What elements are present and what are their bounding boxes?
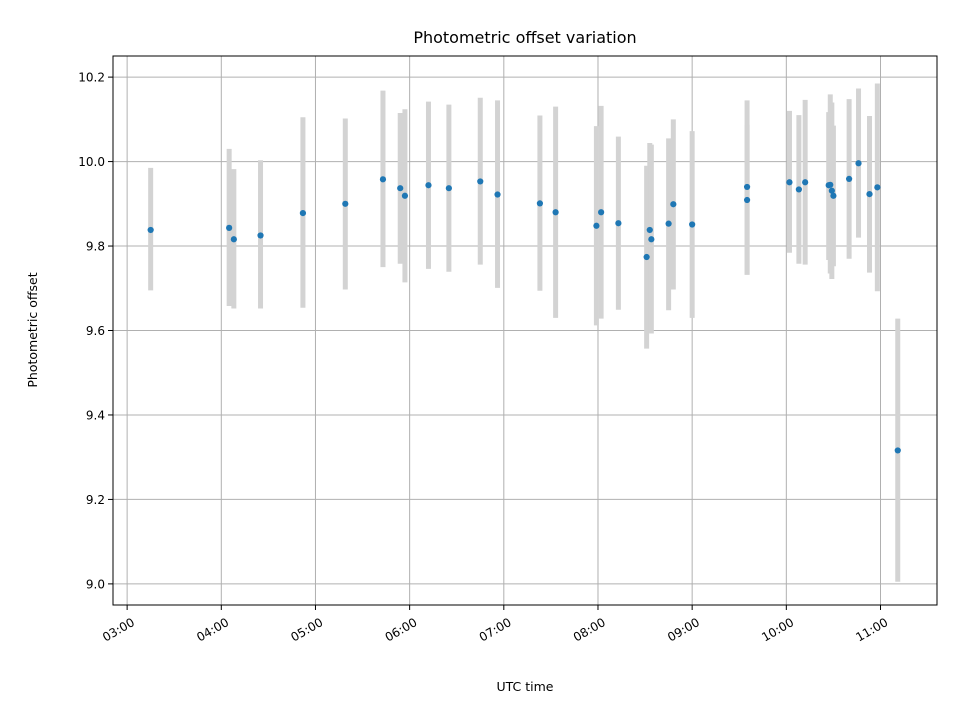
data-point [866, 190, 873, 198]
data-point [147, 226, 154, 234]
data-point [689, 221, 696, 228]
data-point [802, 179, 809, 186]
data-point [445, 185, 452, 192]
x-axis-ticks: 03:00 04:00 05:00 06:00 07:00 08:00 09:00 10:00… [100, 605, 890, 645]
data-point [855, 160, 862, 167]
data-point [397, 185, 404, 192]
chart-title: Photometric offset variation [413, 28, 636, 47]
data-point [593, 222, 600, 229]
data-point [342, 200, 349, 207]
data-point [670, 201, 677, 208]
data-point [828, 187, 835, 194]
data-point [646, 226, 653, 234]
error-bars [148, 83, 901, 582]
data-point [743, 183, 751, 191]
data-point [827, 181, 834, 188]
x-tick-label: 05:00 [288, 615, 325, 644]
x-axis-label: UTC time [497, 679, 554, 694]
data-point [615, 220, 622, 227]
y-axis-label: Photometric offset [25, 272, 40, 387]
x-tick-label: 06:00 [383, 615, 420, 644]
x-tick-label: 09:00 [665, 615, 702, 644]
y-tick-label: 10.2 [78, 71, 105, 85]
data-point [494, 191, 501, 198]
grid-lines [113, 56, 937, 605]
data-point [795, 186, 802, 193]
data-point [401, 192, 409, 199]
data-point [477, 178, 484, 185]
data-point [665, 220, 672, 227]
x-tick-label: 07:00 [477, 615, 514, 644]
data-point [379, 176, 387, 183]
data-point [425, 182, 432, 189]
data-point [299, 209, 307, 217]
data-point [226, 224, 233, 231]
y-tick-label: 9.6 [86, 324, 105, 338]
x-tick-label: 11:00 [853, 615, 890, 644]
data-point [786, 179, 793, 186]
data-point [257, 232, 264, 239]
data-point [552, 209, 559, 216]
data-point [598, 209, 605, 216]
data-point [643, 253, 650, 261]
data-point [743, 196, 751, 204]
data-point [648, 236, 655, 243]
y-tick-label: 9.4 [86, 408, 105, 422]
y-tick-label: 10.0 [78, 155, 105, 169]
x-tick-label: 08:00 [571, 615, 608, 644]
x-tick-label: 04:00 [194, 615, 231, 644]
y-tick-label: 9.2 [86, 493, 105, 507]
data-point [874, 184, 881, 191]
data-point [846, 175, 853, 182]
data-points [147, 160, 901, 454]
x-tick-label: 03:00 [100, 615, 137, 644]
y-tick-label: 9.8 [86, 240, 105, 254]
data-point [830, 192, 837, 199]
data-point [230, 236, 237, 243]
y-tick-label: 9.0 [86, 577, 105, 591]
x-tick-label: 10:00 [759, 615, 796, 644]
data-point [894, 447, 901, 454]
data-point [536, 200, 544, 207]
y-axis-ticks: 9.0 9.2 9.4 9.6 9.8 10.0 10.2 [78, 71, 113, 591]
